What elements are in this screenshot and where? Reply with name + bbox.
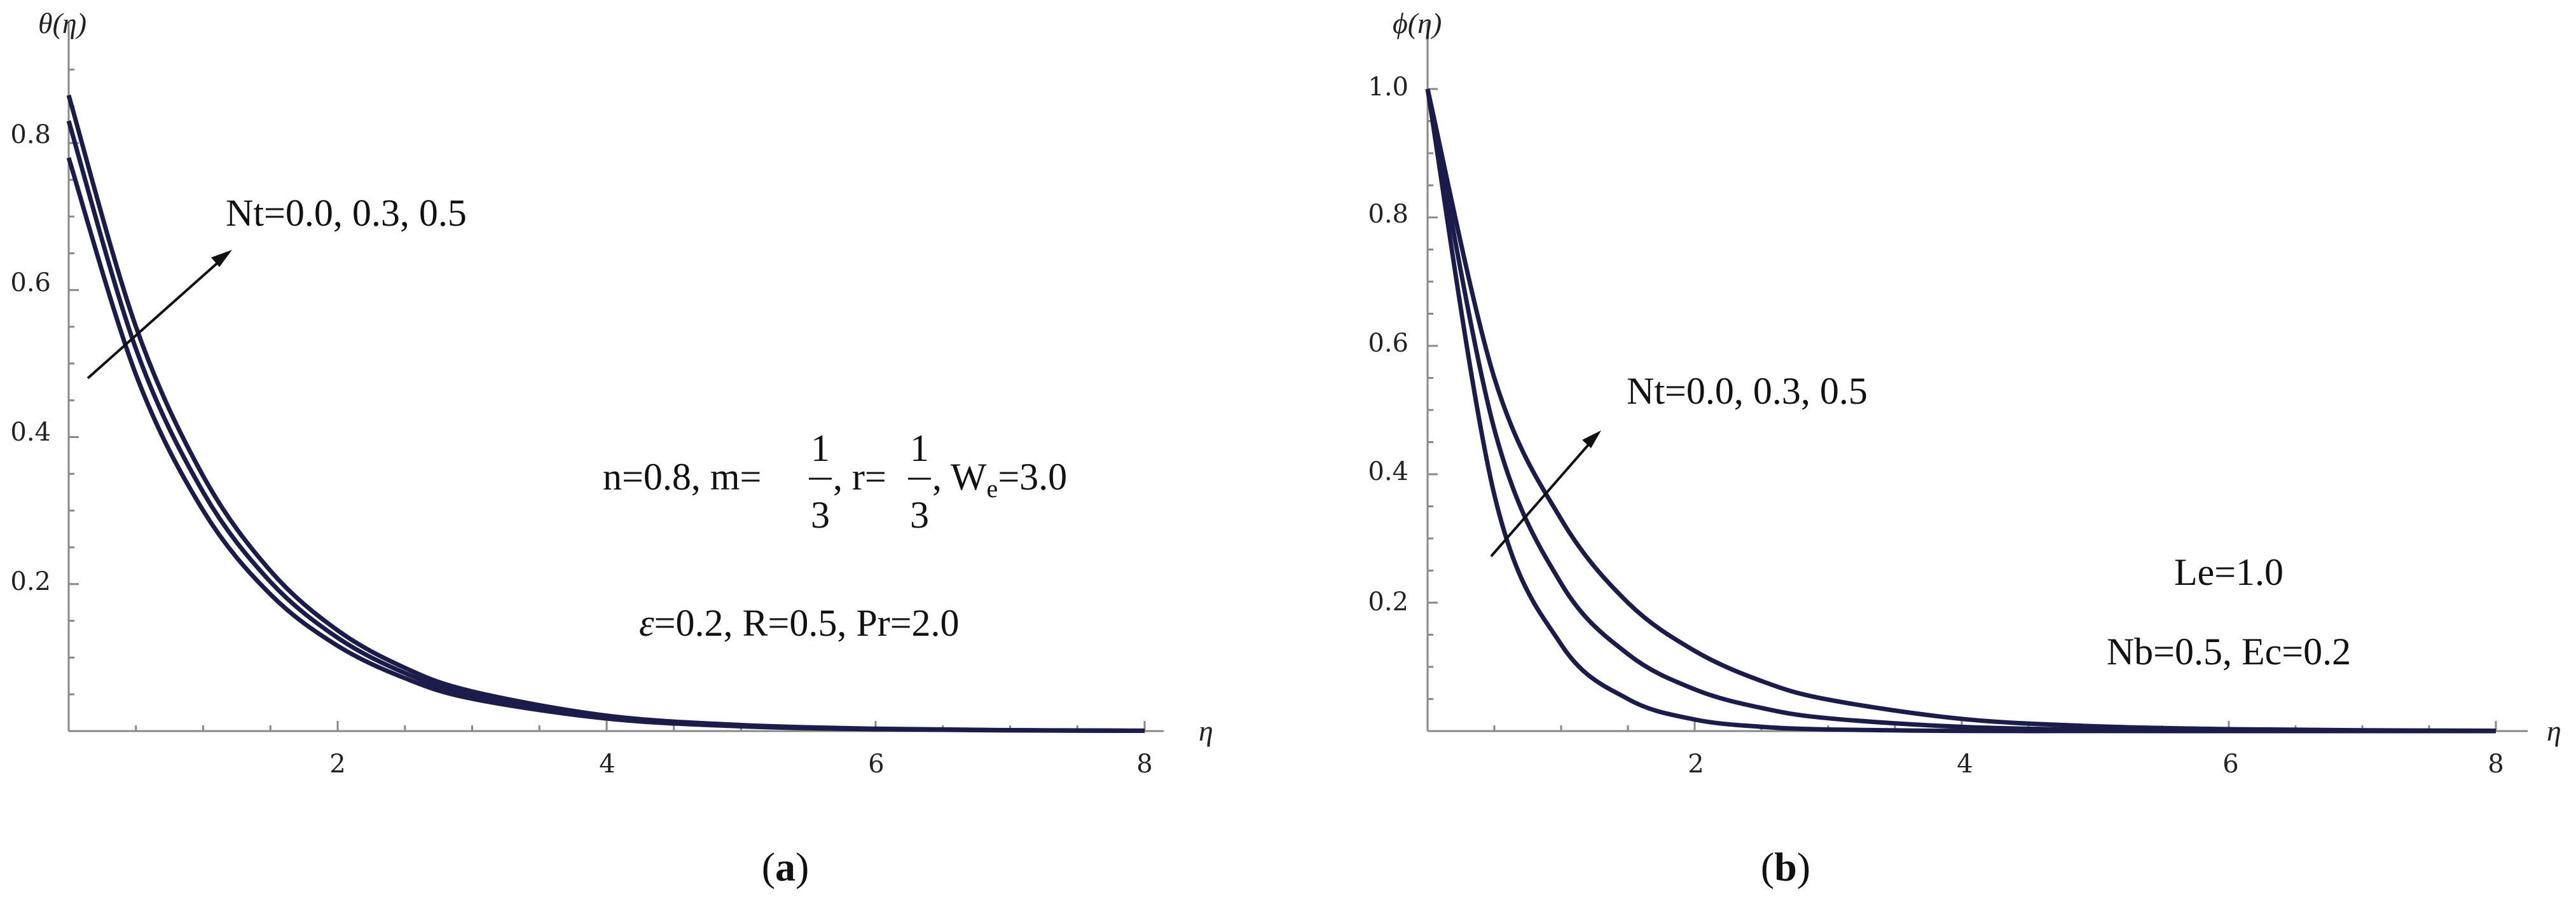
panel-a-x-tick-label: 6: [868, 750, 884, 779]
panel-b-minor-y-ticks: [1428, 88, 1438, 700]
panel-b-y-tick-label: 0.2: [1368, 587, 1409, 617]
panel-b-y-tick-label: 1.0: [1368, 72, 1409, 102]
panel-a-r-fraction-numerator: 1: [910, 427, 929, 469]
panel-a-x-tick-label: 2: [329, 750, 345, 779]
panel-a-params-we: , We=3.0: [932, 456, 1067, 503]
panel-a-series-3-curve: [66, 94, 1145, 733]
panel-a-y-tick-label: 0.4: [10, 418, 51, 447]
panel-b-series-3-curve: [1425, 88, 2497, 733]
panel-a-y-tick-label: 0.8: [10, 120, 51, 149]
panel-b-increase-arrow: [1490, 436, 1596, 558]
panel-a-r-fraction-denominator: 3: [910, 494, 929, 536]
panel-a-params-line-2: ε=0.2, R=0.5, Pr=2.0: [639, 602, 960, 644]
panel-b-params-nb-ec: Nb=0.5, Ec=0.2: [2107, 631, 2351, 673]
panel-b-concentration-chart: 2 4 6 8 0.2 0.4 0.6 0.8 1.0 ϕ(η) η Nt=0.…: [1368, 7, 2561, 889]
panel-b-x-tick-label: 8: [2488, 750, 2504, 779]
panel-a-params-r: , r=: [833, 456, 886, 498]
panel-b-y-tick-label: 0.4: [1368, 457, 1409, 486]
panel-b-x-tick-label: 6: [2222, 750, 2238, 779]
panel-b-y-tick-label: 0.8: [1368, 200, 1409, 229]
panel-a-x-tick-label: 8: [1136, 750, 1152, 779]
panel-a-arrowhead: [211, 250, 232, 267]
panel-b-y-tick-label: 0.6: [1368, 329, 1409, 358]
panel-a-y-axis-label: θ(η): [38, 7, 86, 39]
panel-b-x-axis-label: η: [2547, 715, 2561, 747]
panel-a-temperature-chart: 2 4 6 8 0.2 0.4 0.6 0.8 θ(η) η Nt=0.0, 0…: [10, 7, 1213, 889]
panel-a-m-fraction-numerator: 1: [811, 427, 830, 469]
panel-a-series-1-curve: [66, 157, 1145, 733]
panel-b-params-le: Le=1.0: [2174, 551, 2283, 593]
panel-a-increase-arrow: [86, 254, 227, 380]
panel-a-m-fraction-denominator: 3: [811, 494, 830, 536]
panel-a-x-axis-label: η: [1199, 715, 1213, 747]
panel-b-x-tick-label: 4: [1957, 750, 1973, 779]
panel-a-x-tick-label: 4: [599, 750, 615, 779]
panel-b-caption: (b): [1761, 844, 1810, 889]
panel-b-arrowhead: [1582, 430, 1601, 448]
panel-a-y-tick-label: 0.2: [10, 567, 51, 596]
panel-b-y-axis-label: ϕ(η): [1393, 7, 1442, 39]
panel-a-caption: (a): [762, 844, 809, 889]
panel-a-params-line-1: n=0.8, m=: [603, 456, 761, 498]
panel-a-y-tick-label: 0.6: [10, 268, 51, 298]
panel-b-arrow-label: Nt=0.0, 0.3, 0.5: [1627, 370, 1868, 412]
panel-b-x-tick-label: 2: [1688, 750, 1704, 779]
panel-a-arrow-label: Nt=0.0, 0.3, 0.5: [226, 192, 467, 234]
